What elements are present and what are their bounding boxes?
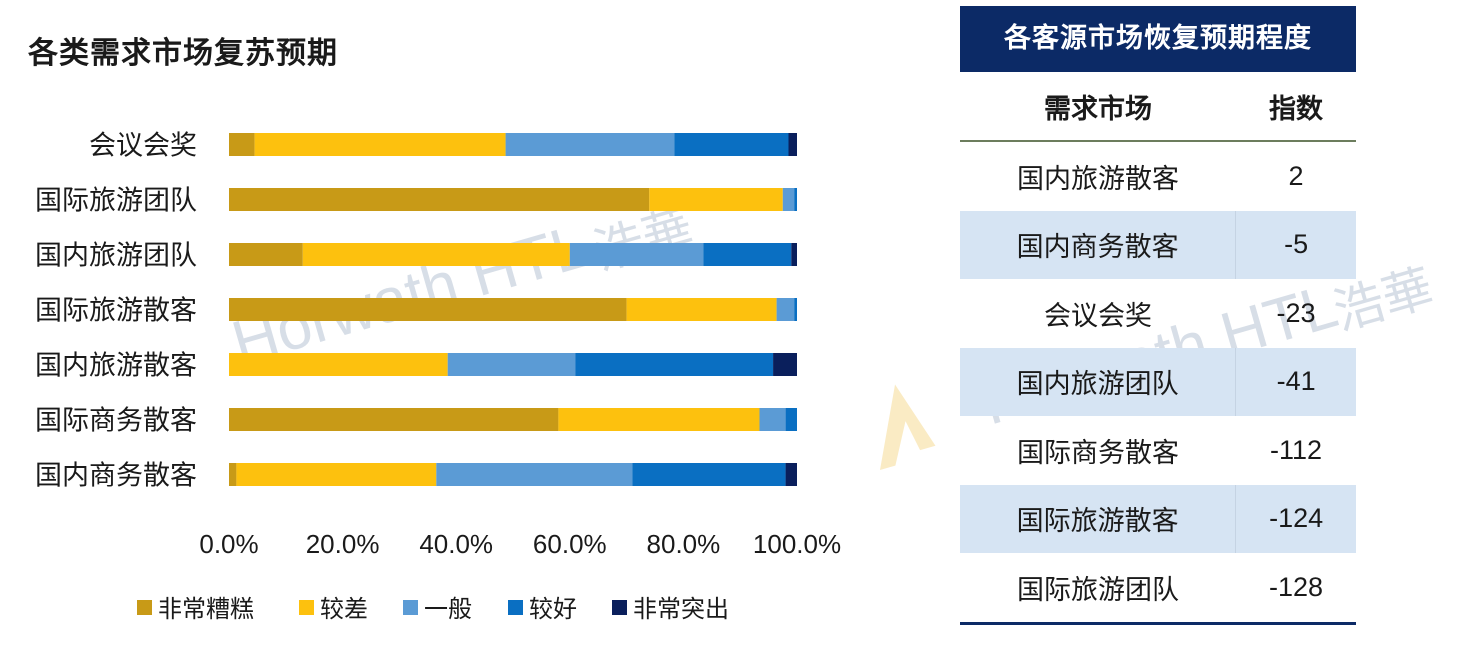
category-label-2: 国内旅游团队 [35,241,197,272]
category-label-6: 国内商务散客 [35,461,197,492]
bar-segment-1-3 [794,188,797,211]
bar-segment-6-3 [632,463,786,486]
bar-segment-4-2 [447,353,576,376]
header-market: 需求市场 [1044,93,1152,125]
bar-segment-0-3 [674,133,789,156]
table-bottom-rule [960,621,1356,625]
cell-market: 国际商务散客 [1017,437,1179,469]
bar-segment-2-0 [229,243,303,266]
x-axis-ticks: 0.0% 20.0% 40.0% 60.0% 80.0% 100.0% [199,529,841,559]
bar-segment-0-2 [505,133,675,156]
bar-segment-5-1 [558,408,760,431]
bar-segment-2-3 [703,243,792,266]
cell-index: -41 [1235,347,1356,416]
bar-segment-1-0 [229,188,650,211]
table-row: 会议会奖 -23 [960,279,1356,348]
cell-index: -112 [1269,434,1323,465]
x-tick-label-0: 0.0% [199,529,258,559]
cell-market: 国际旅游团队 [1017,574,1179,606]
table-row: 国内旅游散客 2 [960,142,1356,211]
x-tick-label-4: 80.0% [647,529,721,559]
category-label-0: 会议会奖 [89,131,197,162]
bar-segment-4-4 [773,353,797,376]
bar-segment-3-0 [229,298,627,321]
table-row: 国内旅游团队 -41 [960,347,1356,416]
cell-index: -124 [1235,484,1356,553]
cell-market: 会议会奖 [1044,300,1152,332]
x-tick-label-2: 40.0% [419,529,493,559]
bar-segment-2-4 [791,243,797,266]
cell-market: 国内旅游团队 [1016,369,1179,401]
legend-swatch-3 [508,600,523,615]
bar-segment-3-2 [776,298,795,321]
bar-segment-6-4 [785,463,797,486]
legend-swatch-1 [299,600,314,615]
bar-segment-4-1 [229,353,448,376]
table-row: 国际商务散客 -112 [960,416,1356,485]
bar-segment-5-2 [759,408,786,431]
horwath-logo-icon [880,384,936,470]
category-label-1: 国际旅游团队 [35,186,197,217]
cell-market: 国际旅游散客 [1016,506,1179,538]
recovery-index-table: 各客源市场恢复预期程度 需求市场 指数 国内旅游散客 2 国内商务散客 -5 会议会奖 -… [960,6,1356,625]
table-row: 国际旅游团队 -128 [960,553,1356,622]
legend-label-1: 较差 [320,595,368,623]
bar-segment-6-1 [236,463,437,486]
legend-swatch-0 [137,600,152,615]
bar-segment-0-0 [229,133,255,156]
x-tick-label-5: 100.0% [753,529,841,559]
legend-label-0: 非常糟糕 [158,595,254,623]
table-row: 国际旅游散客 -124 [960,484,1356,553]
table-title: 各客源市场恢复预期程度 [960,6,1356,72]
bar-segment-3-3 [794,298,797,321]
table-row: 国内商务散客 -5 [960,210,1356,279]
legend-swatch-2 [403,600,418,615]
bar-segment-6-0 [229,463,237,486]
cell-index: -128 [1268,571,1324,602]
legend-swatch-4 [612,600,627,615]
legend-label-3: 较好 [529,595,577,623]
legend-label-2: 一般 [424,595,472,623]
bar-segment-0-4 [788,133,797,156]
category-label-3: 国际旅游散客 [35,296,197,327]
x-tick-label-3: 60.0% [533,529,607,559]
cell-market: 国内旅游散客 [1017,163,1179,195]
cell-index: -23 [1276,297,1316,328]
chart-title: 各类需求市场复苏预期 [28,36,338,71]
bar-segment-3-1 [626,298,777,321]
bar-segment-5-3 [785,408,797,431]
cell-market: 国内商务散客 [1016,232,1179,264]
bar-segment-1-1 [649,188,783,211]
bar-segment-2-1 [302,243,570,266]
category-label-4: 国内旅游散客 [35,351,197,382]
legend-label-4: 非常突出 [633,595,729,623]
table-body: 国内旅游散客 2 国内商务散客 -5 会议会奖 -23 国内旅游团队 -41 国际商务散客 -11… [960,142,1356,622]
bar-segment-6-2 [436,463,633,486]
bar-segment-5-0 [229,408,559,431]
bar-segment-0-1 [254,133,506,156]
bars-group [229,133,797,486]
header-index: 指数 [1269,93,1323,125]
category-label-5: 国际商务散客 [35,406,197,437]
table-header-row: 需求市场 指数 [960,72,1356,142]
bar-segment-2-2 [569,243,704,266]
legend: 非常糟糕 较差 一般 较好 非常突出 [137,595,729,623]
x-tick-label-1: 20.0% [306,529,380,559]
bar-segment-1-2 [782,188,795,211]
cell-index: -5 [1235,210,1356,279]
cell-index: 2 [1288,160,1304,191]
bar-segment-4-3 [575,353,774,376]
